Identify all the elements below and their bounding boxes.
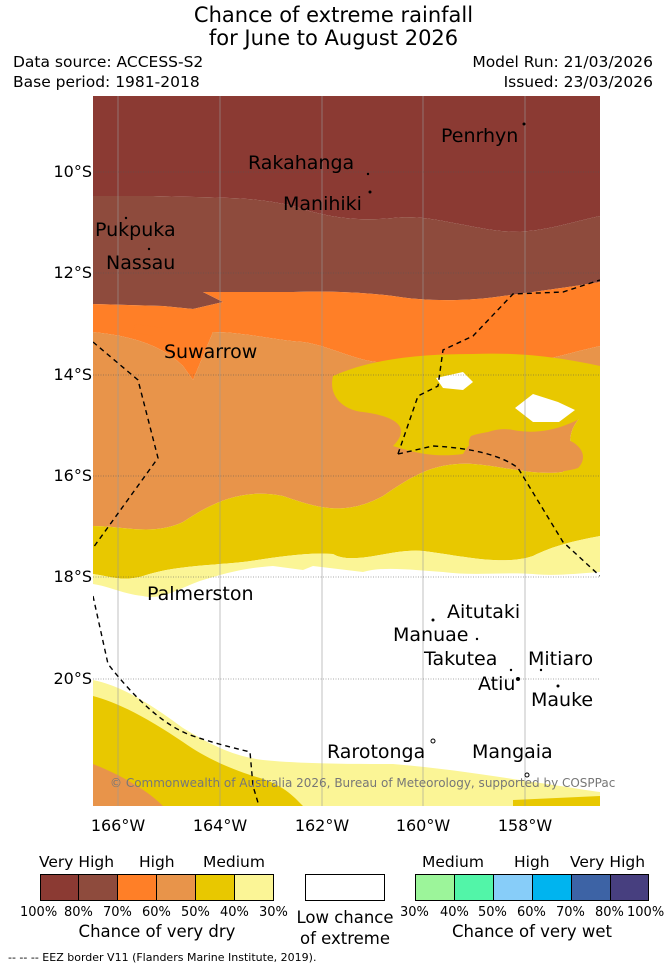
south-yellow-right bbox=[513, 796, 600, 806]
legend-wet-tick-30: 30% bbox=[400, 905, 429, 920]
legend-dry-swatch-6 bbox=[234, 874, 274, 901]
legend-low-caption-1: Low chance bbox=[296, 908, 394, 927]
island-label-mitiaro: Mitiaro bbox=[528, 648, 594, 670]
legend-wet-swatch-3 bbox=[493, 874, 533, 901]
data-source: Data source: ACCESS-S2 bbox=[13, 53, 204, 71]
white-hole-1 bbox=[436, 372, 473, 390]
model-run: Model Run: 21/03/2026 bbox=[472, 53, 653, 71]
chart-title-line1: Chance of extreme rainfall bbox=[193, 3, 474, 27]
legend-wet-caption: Chance of very wet bbox=[452, 922, 612, 941]
lat-label-10s: 10°S bbox=[53, 162, 92, 181]
island-label-rarotonga: Rarotonga bbox=[327, 741, 426, 763]
legend-wet-swatch-1 bbox=[415, 874, 455, 901]
island-label-penrhyn: Penrhyn bbox=[441, 125, 519, 147]
map-svg bbox=[93, 96, 600, 806]
legend-dry-caption: Chance of very dry bbox=[78, 922, 236, 941]
rainfall-map bbox=[93, 96, 600, 806]
legend-dry-tick-60: 60% bbox=[142, 905, 171, 920]
legend-dry-tick-70: 70% bbox=[103, 905, 132, 920]
legend-wet-swatch-5 bbox=[571, 874, 611, 901]
band-pale-yellow bbox=[93, 536, 600, 598]
lon-label-160w: 160°W bbox=[395, 816, 451, 835]
legend-dry-tick-100: 100% bbox=[20, 905, 58, 920]
legend-dry-swatch-4 bbox=[156, 874, 196, 901]
island-label-manuae: Manuae bbox=[393, 624, 469, 646]
band-yellow-upper bbox=[332, 353, 600, 456]
graticule bbox=[117, 96, 526, 806]
south-light-orange bbox=[93, 764, 163, 806]
legend-wet-tick-40: 40% bbox=[440, 905, 469, 920]
band-orange-nub bbox=[133, 324, 163, 336]
island-label-pukpuka: Pukpuka bbox=[95, 219, 176, 241]
legend-dry-swatch-1 bbox=[40, 874, 79, 901]
lat-label-14s: 14°S bbox=[53, 365, 92, 384]
legend-wet-swatch-2 bbox=[454, 874, 494, 901]
lat-label-12s: 12°S bbox=[53, 263, 92, 282]
base-period: Base period: 1981-2018 bbox=[13, 73, 200, 91]
lon-label-164w: 164°W bbox=[192, 816, 248, 835]
island-label-nassau: Nassau bbox=[106, 252, 176, 274]
island-label-manihiki: Manihiki bbox=[283, 193, 362, 215]
island-label-aitutaki: Aitutaki bbox=[447, 601, 521, 623]
latitude-lines bbox=[93, 171, 600, 680]
legend-wet-tick-100: 100% bbox=[627, 905, 665, 920]
island-markers bbox=[124, 122, 560, 778]
legend-wet-swatch-4 bbox=[532, 874, 572, 901]
legend-wet-medium: Medium bbox=[422, 853, 484, 871]
legend-dry-very-high: Very High bbox=[39, 853, 115, 871]
lon-label-158w: 158°W bbox=[497, 816, 553, 835]
south-yellow bbox=[93, 696, 303, 806]
legend-dry-medium: Medium bbox=[203, 853, 265, 871]
lon-label-162w: 162°W bbox=[294, 816, 350, 835]
legend-dry-swatch-3 bbox=[117, 874, 157, 901]
lat-label-16s: 16°S bbox=[53, 466, 92, 485]
legend-low-caption-2: of extreme bbox=[299, 929, 391, 948]
island-label-suwarrow: Suwarrow bbox=[164, 341, 258, 363]
legend-dry-tick-50: 50% bbox=[181, 905, 210, 920]
legend-dry-tick-30: 30% bbox=[259, 905, 288, 920]
island-label-rakahanga: Rakahanga bbox=[248, 152, 355, 174]
legend-dry-swatch-5 bbox=[195, 874, 235, 901]
lat-label-18s: 18°S bbox=[53, 567, 92, 586]
issued-date: Issued: 23/03/2026 bbox=[503, 73, 653, 91]
legend-wet-tick-80: 80% bbox=[595, 905, 624, 920]
island-label-takutea: Takutea bbox=[424, 648, 498, 670]
legend-dry-tick-40: 40% bbox=[220, 905, 249, 920]
legend-wet-tick-50: 50% bbox=[478, 905, 507, 920]
legend-wet-high: High bbox=[514, 853, 550, 871]
legend-wet-swatch-6 bbox=[610, 874, 649, 901]
legend-wet-very-high: Very High bbox=[570, 853, 646, 871]
lat-label-20s: 20°S bbox=[53, 669, 92, 688]
island-label-mangaia: Mangaia bbox=[472, 741, 553, 763]
legend-wet-tick-60: 60% bbox=[517, 905, 546, 920]
legend-wet-tick-70: 70% bbox=[556, 905, 585, 920]
patch-light-orange bbox=[468, 430, 583, 472]
copyright-notice: © Commonwealth of Australia 2026, Bureau… bbox=[110, 776, 616, 790]
white-hole-2 bbox=[515, 394, 575, 422]
lon-label-166w: 166°W bbox=[90, 816, 146, 835]
legend-dry-swatch-2 bbox=[78, 874, 118, 901]
eez-border bbox=[93, 279, 600, 806]
island-label-atiu: Atiu bbox=[478, 673, 516, 695]
chart-title-line2: for June to August 2026 bbox=[208, 26, 459, 50]
island-label-mauke: Mauke bbox=[531, 689, 594, 711]
legend-low-swatch bbox=[305, 874, 385, 901]
island-label-palmerston: Palmerston bbox=[147, 583, 254, 605]
legend-dry-tick-80: 80% bbox=[64, 905, 93, 920]
eez-footnote: -- -- -- EEZ border V11 (Flanders Marine… bbox=[8, 951, 317, 964]
legend-dry-high: High bbox=[139, 853, 175, 871]
